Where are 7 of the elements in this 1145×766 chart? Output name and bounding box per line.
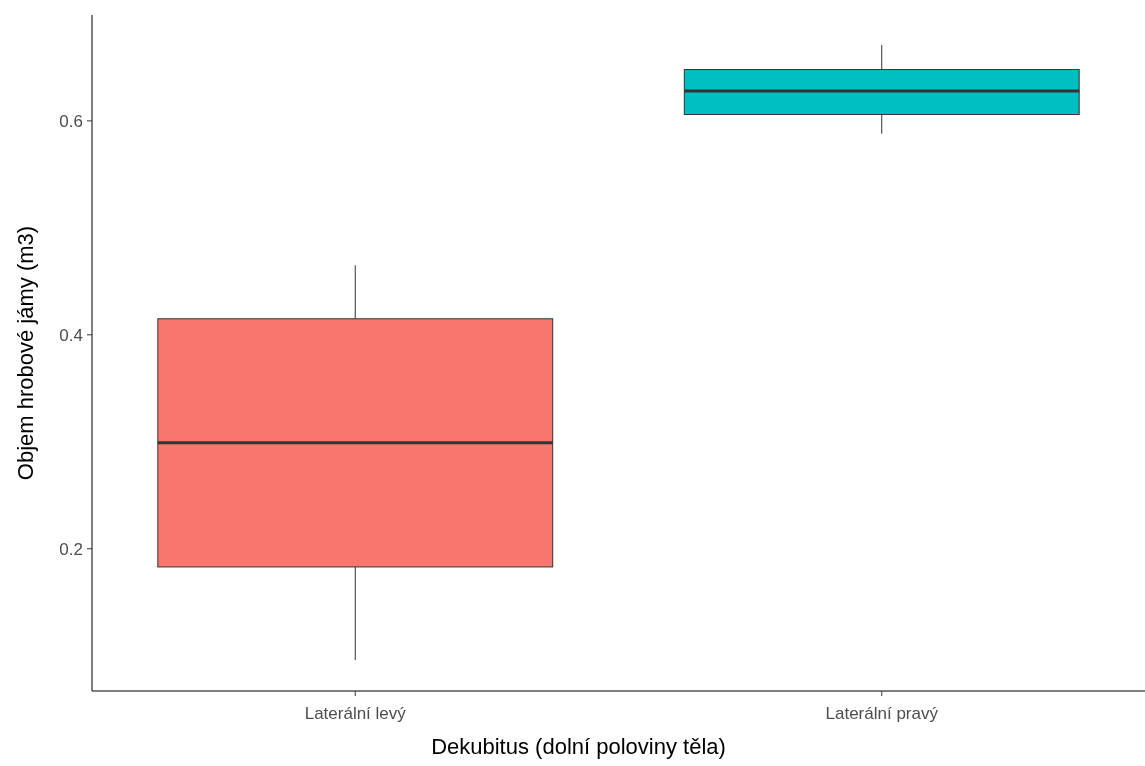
y-tick-label: 0.4 <box>59 325 83 345</box>
y-axis-title: Objem hrobové jámy (m3) <box>13 225 38 481</box>
x-tick-label: Laterální levý <box>304 704 407 723</box>
x-axis-title: Dekubitus (dolní poloviny těla) <box>431 734 726 759</box>
y-tick-label: 0.6 <box>59 111 83 131</box>
x-tick-label: Laterální pravý <box>825 704 939 723</box>
y-tick-label: 0.2 <box>59 539 83 559</box>
